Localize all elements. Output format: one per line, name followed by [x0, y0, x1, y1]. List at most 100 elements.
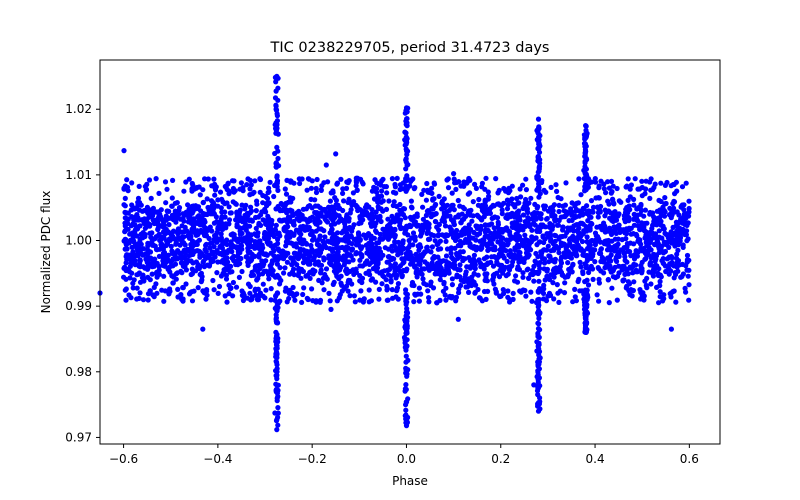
data-point	[610, 274, 617, 280]
data-point	[177, 251, 183, 257]
data-point	[396, 218, 402, 224]
data-point	[498, 234, 504, 240]
data-point	[183, 179, 189, 185]
data-point	[399, 225, 406, 231]
data-point	[400, 238, 406, 244]
data-point	[486, 193, 492, 199]
data-point	[604, 247, 611, 253]
data-point	[232, 200, 238, 206]
data-point	[639, 178, 645, 184]
data-point	[451, 222, 457, 228]
data-point	[473, 282, 479, 288]
data-point	[367, 272, 373, 278]
data-point	[336, 295, 342, 301]
data-point	[437, 277, 443, 283]
data-point	[534, 227, 540, 233]
data-point	[306, 176, 312, 182]
data-point	[372, 214, 378, 220]
data-point	[273, 160, 279, 167]
data-point	[273, 349, 279, 355]
data-point	[457, 267, 463, 273]
data-point	[505, 271, 511, 277]
data-point	[566, 218, 572, 224]
data-point	[200, 200, 206, 206]
data-point	[248, 182, 254, 188]
data-point	[242, 206, 248, 212]
data-point	[569, 212, 576, 218]
data-point	[553, 182, 559, 188]
data-point	[652, 258, 658, 264]
data-point	[468, 282, 475, 289]
data-point	[290, 258, 296, 264]
data-point	[472, 181, 478, 187]
x-tick-label: 0.2	[491, 452, 510, 466]
data-point	[425, 288, 431, 294]
data-point	[160, 261, 166, 267]
data-point	[531, 220, 537, 226]
data-point	[135, 247, 141, 253]
data-point	[309, 286, 315, 292]
data-point	[668, 229, 674, 235]
data-point	[403, 329, 410, 335]
data-point	[404, 116, 410, 122]
data-point	[274, 362, 280, 368]
data-point	[307, 215, 313, 221]
data-point	[605, 228, 611, 234]
data-point	[658, 222, 664, 228]
data-point	[193, 232, 199, 238]
data-point	[158, 243, 165, 249]
data-point	[287, 271, 293, 277]
data-point	[637, 227, 643, 233]
data-point	[432, 211, 439, 217]
data-point	[284, 299, 290, 305]
data-point	[622, 209, 629, 216]
data-point	[504, 242, 510, 248]
data-point	[602, 238, 608, 244]
data-point	[279, 218, 285, 224]
data-point	[374, 265, 381, 271]
x-tick-label: −0.6	[109, 452, 138, 466]
data-point	[628, 225, 634, 231]
data-point	[175, 235, 181, 241]
data-point	[605, 198, 611, 204]
data-point	[626, 288, 632, 294]
data-point	[505, 294, 511, 300]
data-point	[404, 162, 410, 168]
data-point	[550, 280, 556, 286]
data-point	[311, 235, 317, 241]
data-point	[258, 212, 264, 218]
data-point	[537, 395, 543, 401]
data-point	[400, 245, 406, 251]
data-point	[228, 245, 234, 251]
data-point	[656, 228, 662, 234]
data-point	[450, 263, 456, 269]
data-point	[436, 227, 442, 233]
data-point	[403, 121, 409, 127]
data-point	[615, 236, 621, 242]
data-point	[461, 216, 467, 222]
data-point	[582, 141, 588, 147]
data-point	[503, 237, 510, 243]
data-point	[423, 212, 429, 218]
data-point	[403, 319, 410, 325]
data-point	[602, 207, 608, 213]
data-point	[536, 141, 542, 147]
data-point	[572, 294, 578, 300]
data-point	[304, 241, 310, 247]
data-point	[482, 277, 488, 283]
data-point	[332, 238, 338, 244]
data-point	[521, 204, 527, 210]
data-point	[188, 252, 194, 258]
data-point	[123, 260, 129, 266]
data-point	[442, 223, 449, 229]
data-point	[616, 253, 622, 259]
data-point	[448, 250, 454, 256]
data-point	[598, 268, 604, 274]
data-point	[671, 199, 678, 205]
data-point	[654, 238, 661, 244]
data-point	[231, 234, 237, 240]
data-point	[444, 202, 450, 208]
data-point	[661, 213, 668, 219]
data-point	[660, 298, 666, 304]
data-point	[661, 226, 667, 232]
